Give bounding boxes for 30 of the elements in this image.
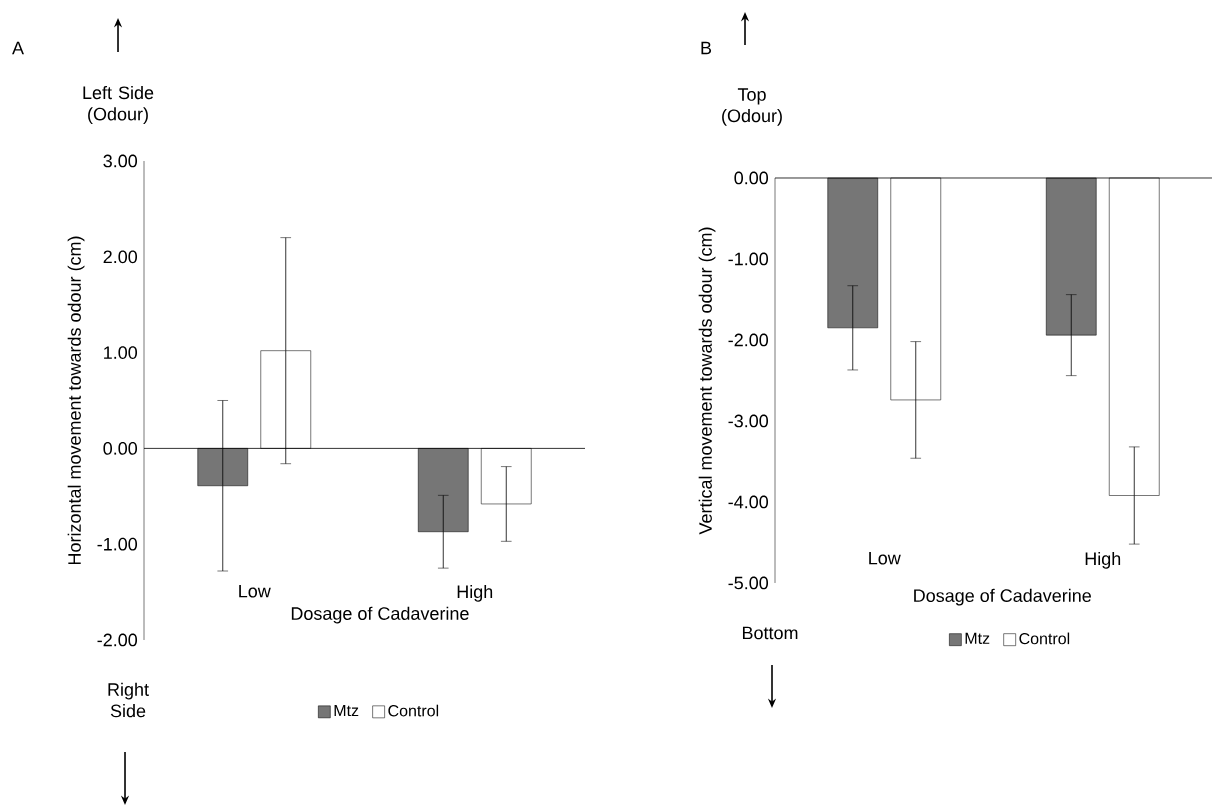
text: Left Side (Odour) <box>83 85 154 125</box>
y-tick-label: -1.00 <box>728 252 769 266</box>
chart-title: B <box>701 41 712 55</box>
y-tick-label: -3.00 <box>728 414 769 428</box>
legend-label: Control <box>1019 632 1070 645</box>
y-axis-title: Horizontal movement towards odour (cm) <box>67 236 85 565</box>
legend-label: Mtz <box>334 704 359 717</box>
y-tick-label: -1.00 <box>97 537 138 551</box>
y-tick-label: 0.00 <box>734 171 769 185</box>
x-tick-label: Low <box>239 584 271 598</box>
text: Top (Odour) <box>722 88 782 126</box>
y-axis-title: Vertical movement towards odour (cm) <box>698 227 716 535</box>
y-tick-label: -5.00 <box>728 576 769 590</box>
y-tick-label: -2.00 <box>97 633 138 647</box>
x-tick-label: High <box>457 584 493 602</box>
x-axis-title: Dosage of Cadaverine <box>914 588 1091 606</box>
y-tick-label: 2.00 <box>103 250 138 264</box>
legend-label: Control <box>388 704 439 717</box>
x-tick-label: High <box>1085 551 1121 569</box>
text: Right Side <box>108 682 149 718</box>
y-tick-label: -4.00 <box>728 495 769 509</box>
y-tick-label: 0.00 <box>103 442 138 455</box>
text: Bottom <box>742 626 798 640</box>
chart-title: A <box>12 41 24 55</box>
x-tick-label: Low <box>869 551 901 565</box>
y-tick-label: 3.00 <box>103 154 138 168</box>
y-tick-label: 1.00 <box>104 346 138 359</box>
y-tick-label: -2.00 <box>728 333 769 347</box>
legend-label: Mtz <box>965 632 990 644</box>
x-axis-title: Dosage of Cadaverine <box>291 606 469 624</box>
